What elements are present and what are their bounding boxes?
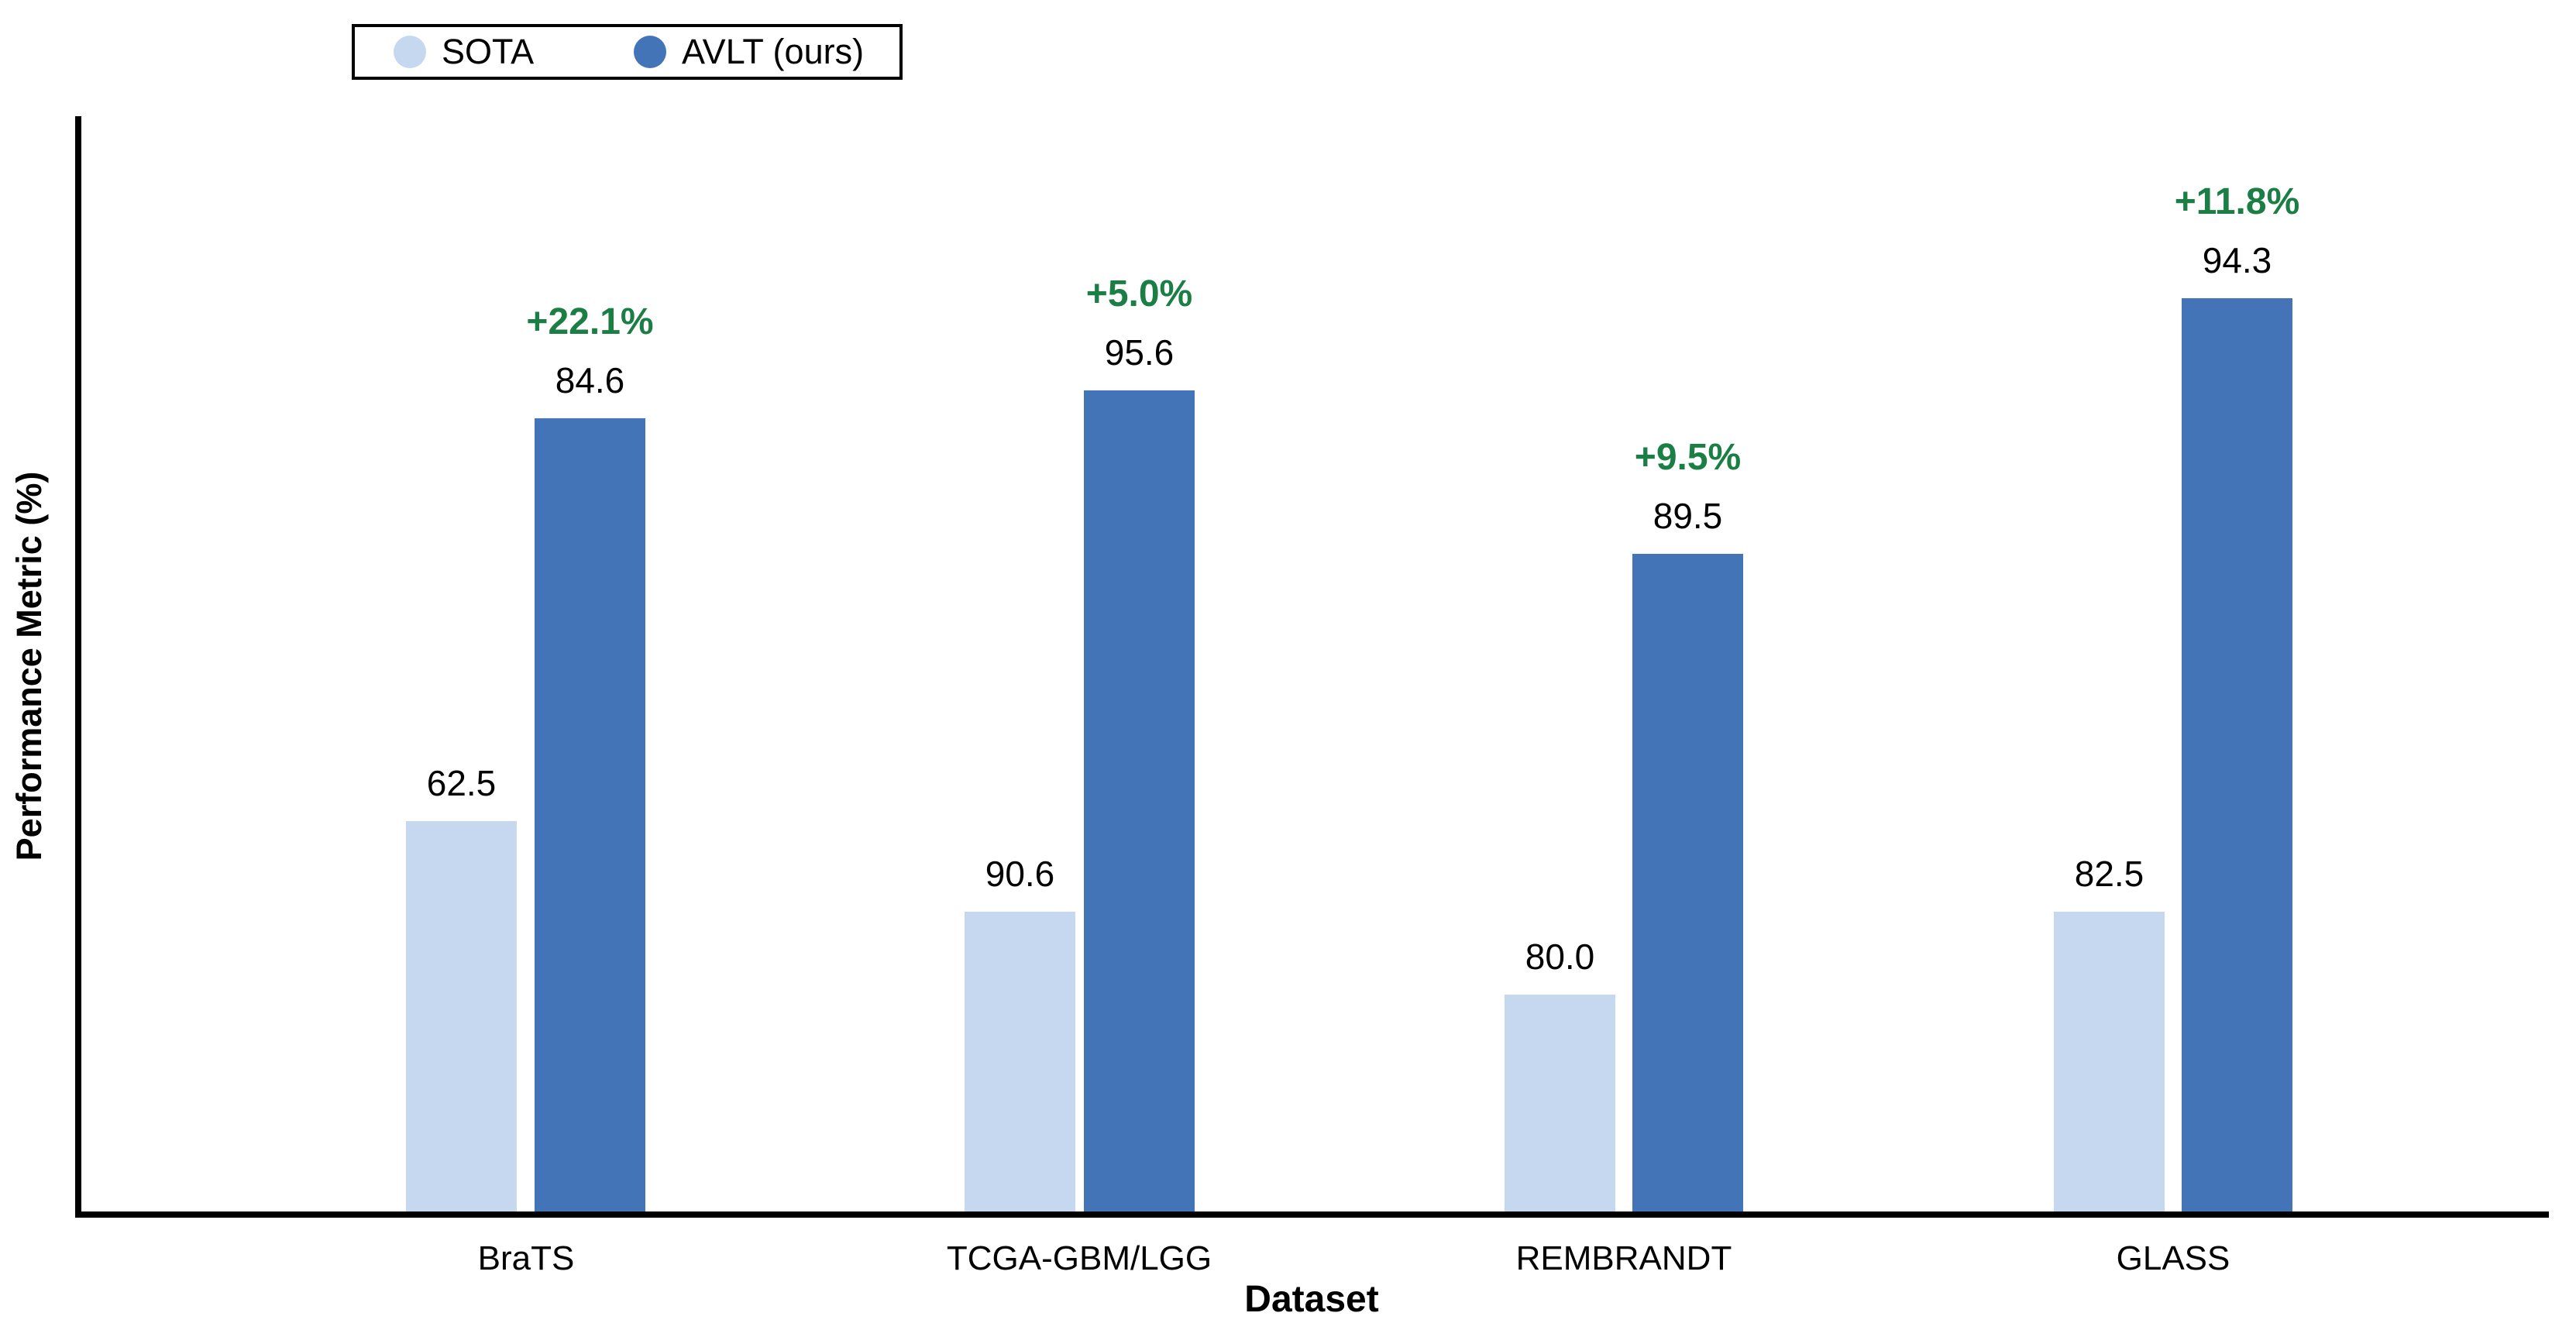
legend-marker-avlt-icon [634,36,666,68]
improvement-label-2: +9.5% [1634,437,1742,478]
category-tick-label-3: GLASS [2116,1239,2230,1277]
bar-value-label-sota-0: 62.5 [426,763,497,803]
bar-avlt-1 [1084,390,1195,1213]
bar-value-label-avlt-3: 94.3 [2202,240,2272,280]
y-axis-label: Performance Metric (%) [9,471,49,861]
bar-value-label-avlt-1: 95.6 [1104,332,1175,373]
x-axis-label: Dataset [1244,1279,1379,1320]
bar-avlt-3 [2182,298,2292,1213]
bar-sota-1 [965,912,1075,1213]
bar-avlt-0 [535,418,645,1213]
y-axis-line [75,116,81,1218]
x-axis-line [75,1211,2549,1218]
bar-sota-2 [1505,995,1615,1213]
bar-value-label-sota-1: 90.6 [985,854,1055,894]
improvement-label-0: +22.1% [526,301,654,342]
legend-label-avlt: AVLT (ours) [682,32,865,71]
category-tick-label-0: BraTS [477,1239,575,1277]
bar-value-label-avlt-2: 89.5 [1653,496,1723,536]
bar-sota-3 [2054,912,2165,1213]
bar-value-label-sota-3: 82.5 [2074,854,2144,894]
improvement-label-1: +5.0% [1085,273,1193,314]
category-tick-label-2: REMBRANDT [1515,1239,1732,1277]
bar-value-label-sota-2: 80.0 [1525,936,1595,977]
legend-label-sota: SOTA [442,32,535,71]
bar-value-label-avlt-0: 84.6 [555,360,625,400]
bar-sota-0 [406,821,517,1213]
bar-avlt-2 [1632,554,1743,1213]
chart-legend: SOTA AVLT (ours) [352,24,903,80]
category-tick-label-1: TCGA-GBM/LGG [946,1239,1212,1277]
legend-marker-sota-icon [394,36,426,68]
improvement-label-3: +11.8% [2174,181,2300,222]
